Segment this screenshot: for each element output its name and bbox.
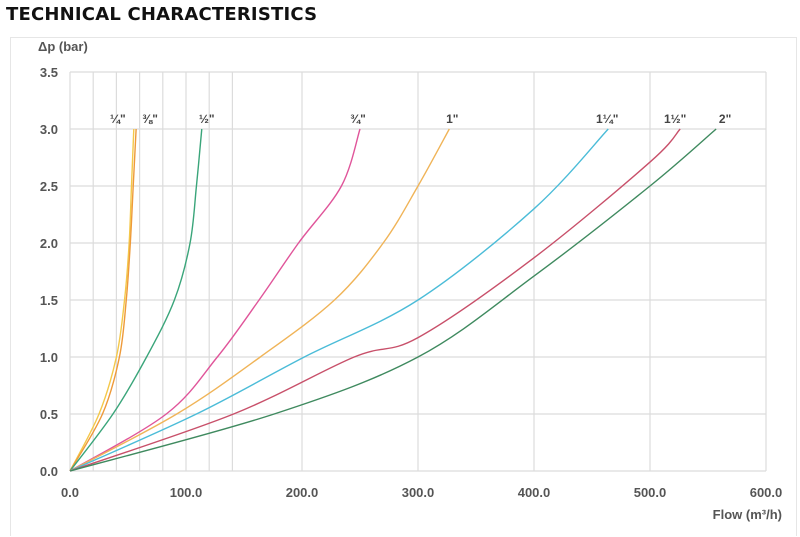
series-label: 2" [719, 112, 731, 126]
series-line-1 [69, 128, 137, 472]
x-tick-label: 500.0 [634, 485, 667, 500]
series-label: 1" [446, 112, 458, 126]
series-label: ¾" [350, 112, 366, 126]
x-axis-label: Flow (m³/h) [713, 507, 782, 522]
series-line-3 [69, 128, 361, 472]
x-tick-label: 400.0 [518, 485, 551, 500]
series-line-4 [69, 128, 450, 472]
series-label: 1½" [664, 112, 686, 126]
series-line-2 [69, 128, 203, 472]
x-tick-label: 300.0 [402, 485, 435, 500]
series-line-6 [69, 128, 681, 472]
y-tick-label: 3.0 [40, 122, 58, 137]
y-axis-label: Δp (bar) [38, 39, 88, 54]
series-line-5 [69, 128, 609, 472]
x-tick-label: 100.0 [170, 485, 203, 500]
series-line-0 [69, 128, 135, 472]
y-tick-label: 0.0 [40, 464, 58, 479]
x-tick-label: 200.0 [286, 485, 319, 500]
y-tick-label: 3.5 [40, 65, 58, 80]
series-label: ¼" [110, 112, 126, 126]
y-tick-label: 2.0 [40, 236, 58, 251]
chart-frame [10, 37, 797, 536]
series-line-7 [69, 128, 717, 472]
y-tick-label: 1.0 [40, 350, 58, 365]
y-tick-label: 0.5 [40, 407, 58, 422]
x-tick-label: 600.0 [750, 485, 783, 500]
series-label: 1¼" [596, 112, 618, 126]
page-title: TECHNICAL CHARACTERISTICS [6, 4, 318, 25]
y-tick-label: 1.5 [40, 293, 58, 308]
x-tick-label: 0.0 [61, 485, 79, 500]
series-label: ⅜" [142, 112, 158, 126]
y-tick-label: 2.5 [40, 179, 58, 194]
series-label: ½" [199, 112, 215, 126]
